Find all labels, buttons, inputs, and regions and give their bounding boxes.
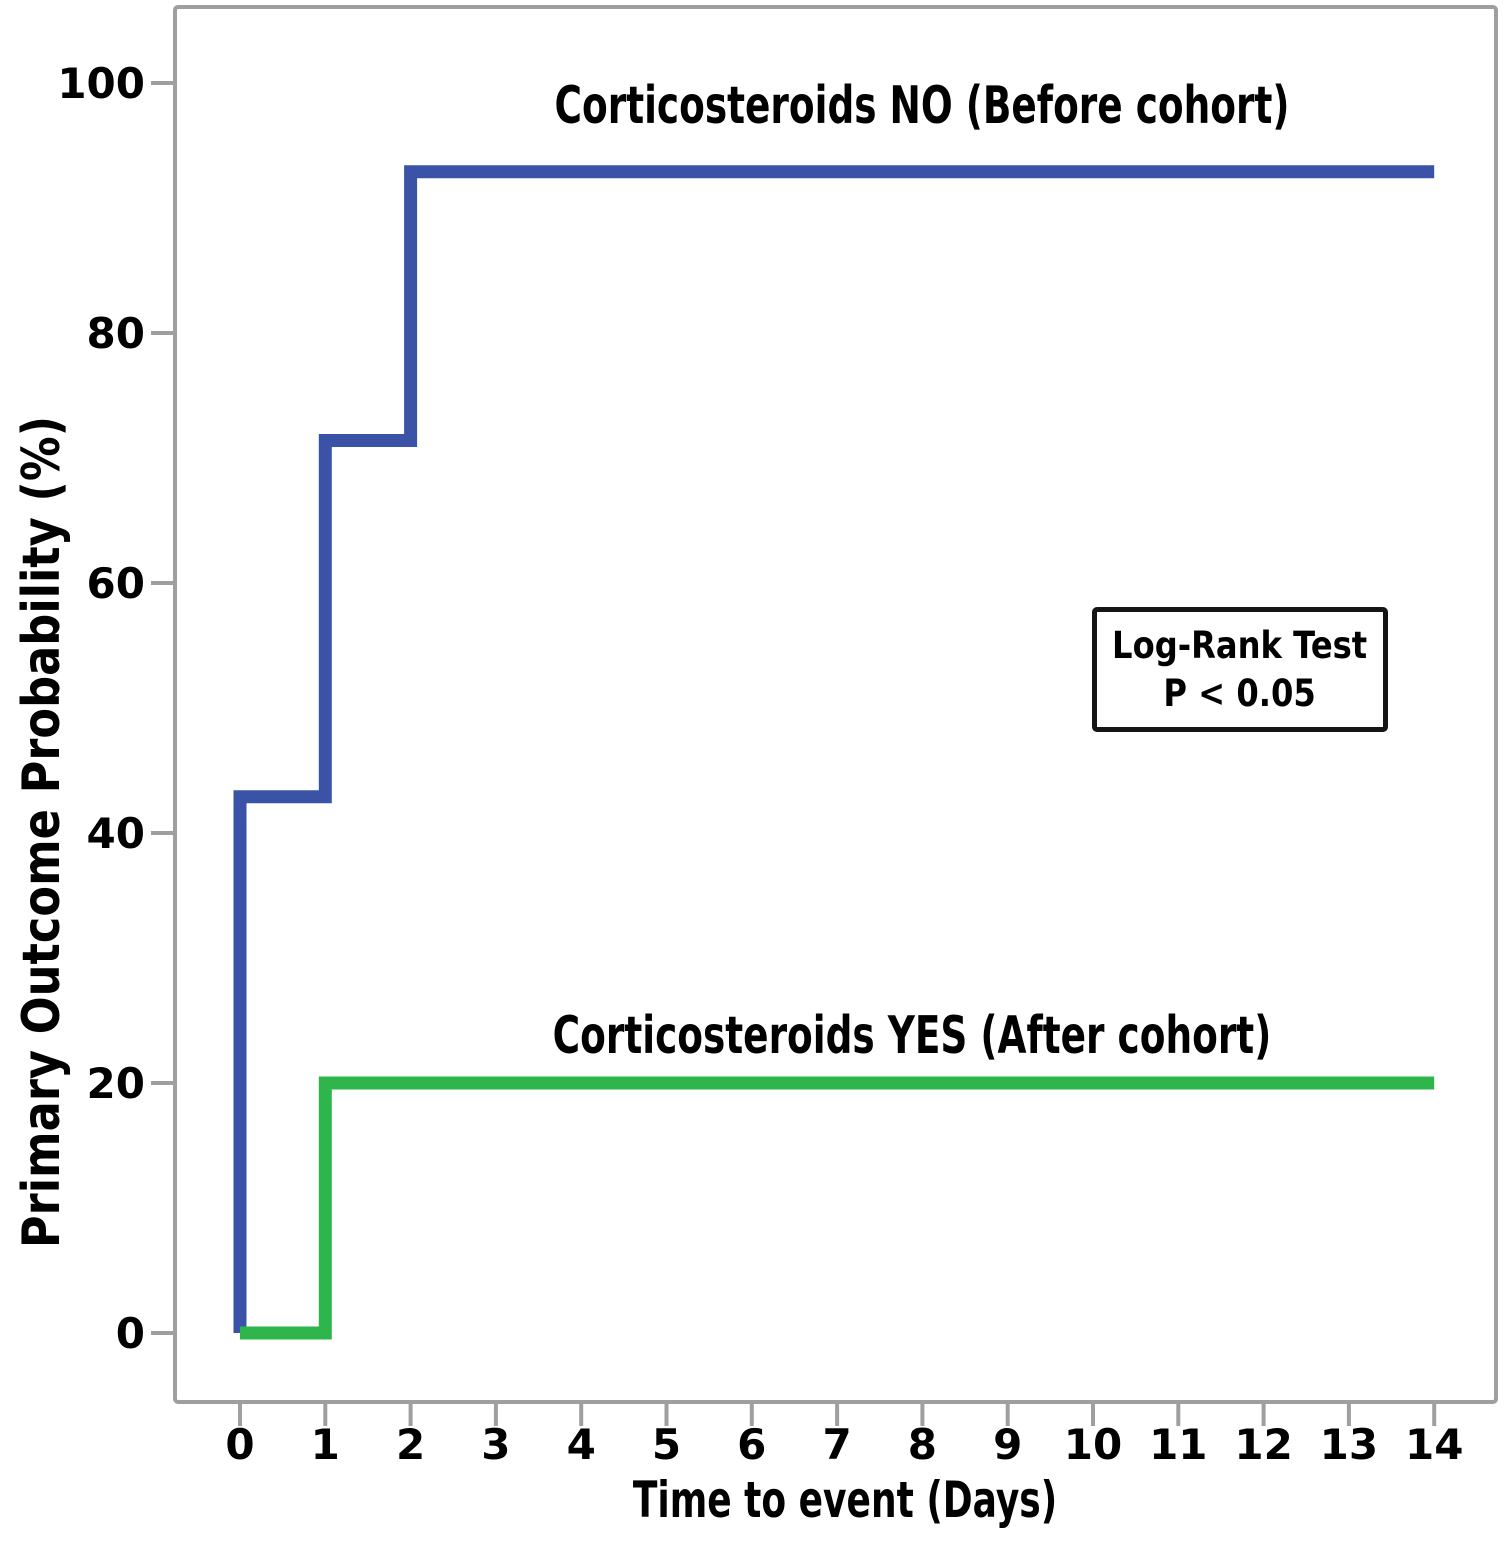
- x-tick-label: 2: [396, 1420, 425, 1469]
- log-rank-line-2: P < 0.05: [1163, 671, 1317, 715]
- y-axis-title: Primary Outcome Probability (%): [12, 415, 72, 1249]
- y-tick-label: 80: [87, 309, 145, 358]
- x-tick-label: 14: [1405, 1420, 1463, 1469]
- x-tick-label: 8: [908, 1420, 937, 1469]
- x-tick-label: 7: [822, 1420, 851, 1469]
- x-tick-label: 4: [567, 1420, 596, 1469]
- y-tick-label: 60: [87, 559, 145, 608]
- log-rank-annotation-box: Log-Rank Test P < 0.05: [1092, 607, 1388, 732]
- y-tick-label: 100: [57, 59, 145, 108]
- x-tick-label: 13: [1320, 1420, 1378, 1469]
- series-line-corticosteroids-no: [233, 165, 1435, 1333]
- x-tick-label: 12: [1234, 1420, 1292, 1469]
- y-tick-label: 40: [87, 809, 145, 858]
- x-tick-label: 5: [652, 1420, 681, 1469]
- x-tick-label: 0: [225, 1420, 254, 1469]
- x-tick-label: 6: [737, 1420, 766, 1469]
- y-tick-label: 0: [116, 1309, 145, 1358]
- series-label-corticosteroids-no: Corticosteroids NO (Before cohort): [554, 76, 1290, 136]
- x-tick-label: 3: [481, 1420, 510, 1469]
- series-line-corticosteroids-yes: [240, 1076, 1435, 1340]
- log-rank-line-1: Log-Rank Test: [1112, 624, 1368, 668]
- x-tick-label: 1: [311, 1420, 340, 1469]
- x-tick-label: 11: [1149, 1420, 1207, 1469]
- series-label-corticosteroids-yes: Corticosteroids YES (After cohort): [552, 1006, 1272, 1066]
- x-tick-label: 10: [1064, 1420, 1122, 1469]
- y-tick-label: 20: [87, 1059, 145, 1108]
- x-tick-label: 9: [993, 1420, 1022, 1469]
- x-axis-title: Time to event (Days): [632, 1471, 1058, 1529]
